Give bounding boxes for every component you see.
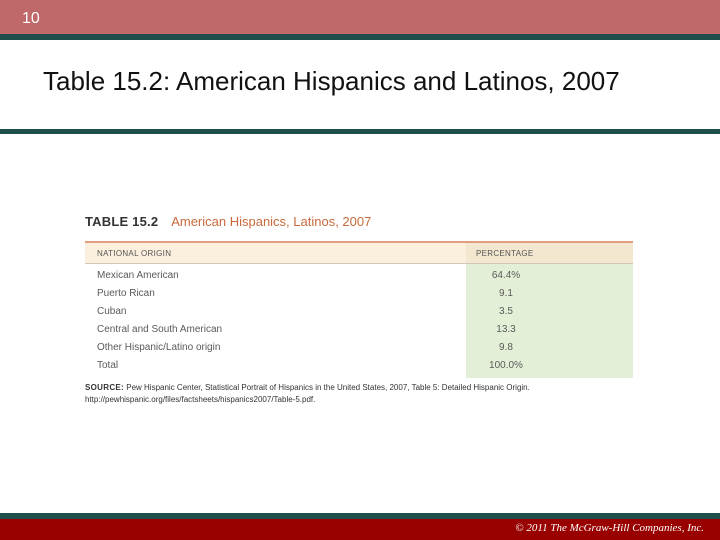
table-caption: TABLE 15.2 American Hispanics, Latinos, … — [85, 213, 633, 231]
cell-origin: Other Hispanic/Latino origin — [97, 342, 221, 353]
cell-percentage: 64.4% — [491, 270, 521, 281]
cell-percentage: 13.3 — [496, 324, 516, 335]
header-national-origin: NATIONAL ORIGIN — [85, 243, 466, 263]
origin-column: Mexican American Puerto Rican Cuban Cent… — [85, 264, 466, 378]
table-number: TABLE 15.2 — [85, 214, 159, 229]
cell-percentage: 9.8 — [499, 342, 513, 353]
percentage-column: 64.4% 9.1 3.5 13.3 9.8 100.0% — [466, 264, 633, 378]
source-text: Pew Hispanic Center, Statistical Portrai… — [85, 383, 530, 404]
table-header-row: NATIONAL ORIGIN PERCENTAGE — [85, 243, 633, 263]
data-table: TABLE 15.2 American Hispanics, Latinos, … — [85, 213, 633, 378]
table-title: American Hispanics, Latinos, 2007 — [171, 214, 372, 229]
cell-origin: Total — [97, 360, 119, 371]
cell-origin: Mexican American — [97, 270, 179, 281]
top-banner — [0, 0, 720, 34]
top-divider — [0, 34, 720, 40]
header-rule — [85, 263, 633, 264]
cell-percentage: 100.0% — [489, 360, 523, 371]
table-source-note: SOURCE: Pew Hispanic Center, Statistical… — [85, 382, 625, 406]
bottom-banner — [0, 519, 720, 540]
header-percentage: PERCENTAGE — [466, 243, 633, 263]
slide-title: Table 15.2: American Hispanics and Latin… — [43, 66, 620, 96]
copyright-notice: © 2011 The McGraw-Hill Companies, Inc. — [515, 522, 704, 534]
table-body: Mexican American Puerto Rican Cuban Cent… — [85, 264, 633, 378]
cell-percentage: 9.1 — [499, 288, 513, 299]
source-label: SOURCE: — [85, 383, 124, 392]
title-divider — [0, 129, 720, 134]
slide-number: 10 — [22, 10, 40, 27]
table-top-rule — [85, 241, 633, 243]
cell-origin: Central and South American — [97, 324, 223, 335]
cell-percentage: 3.5 — [499, 306, 513, 317]
bottom-divider — [0, 513, 720, 519]
cell-origin: Cuban — [97, 306, 127, 317]
cell-origin: Puerto Rican — [97, 288, 155, 299]
